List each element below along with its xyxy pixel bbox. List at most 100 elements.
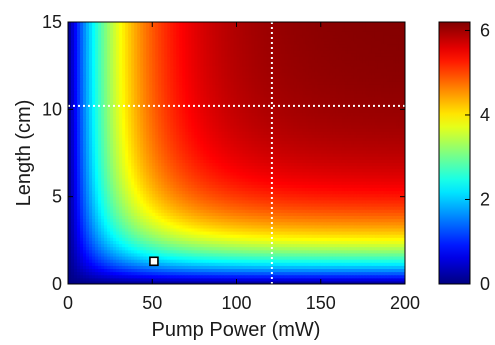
heatmap-cell	[377, 243, 382, 248]
heatmap-cell	[350, 227, 355, 232]
heatmap-cell	[359, 240, 364, 245]
heatmap-cell	[323, 193, 328, 198]
heatmap-cell	[362, 271, 367, 276]
heatmap-cell	[218, 146, 223, 151]
heatmap-cell	[92, 262, 96, 266]
heatmap-cell	[95, 224, 99, 229]
heatmap-cell	[173, 280, 177, 284]
heatmap-cell	[233, 202, 238, 207]
heatmap-cell	[233, 153, 238, 157]
heatmap-cell	[311, 209, 316, 213]
heatmap-cell	[185, 199, 189, 204]
heatmap-cell	[242, 237, 247, 241]
heatmap-cell	[263, 224, 268, 229]
heatmap-cell	[359, 165, 364, 170]
heatmap-cell	[170, 218, 174, 223]
heatmap-cell	[329, 209, 334, 213]
heatmap-cell	[125, 277, 129, 282]
heatmap-cell	[155, 159, 159, 163]
heatmap-cell	[356, 187, 361, 192]
heatmap-cell	[98, 202, 102, 207]
heatmap-cell	[380, 202, 385, 207]
heatmap-cell	[173, 234, 177, 238]
heatmap-cell	[74, 174, 78, 179]
heatmap-cell	[182, 146, 186, 151]
heatmap-cell	[233, 265, 238, 270]
heatmap-cell	[215, 221, 220, 226]
heatmap-cell	[245, 237, 250, 241]
heatmap-cell	[164, 187, 168, 192]
heatmap-cell	[275, 196, 280, 201]
heatmap-cell	[101, 230, 105, 235]
heatmap-cell	[263, 265, 268, 270]
heatmap-cell	[167, 199, 171, 204]
heatmap-cell	[110, 249, 114, 254]
heatmap-cell	[290, 262, 295, 266]
heatmap-cell	[323, 153, 328, 157]
heatmap-cell	[110, 262, 114, 266]
heatmap-cell	[116, 184, 120, 188]
heatmap-cell	[302, 177, 307, 182]
heatmap-cell	[182, 159, 186, 163]
heatmap-cell	[248, 168, 253, 173]
heatmap-cell	[137, 277, 141, 282]
heatmap-cell	[89, 237, 93, 241]
heatmap-cell	[143, 187, 147, 192]
heatmap-cell	[230, 156, 235, 160]
heatmap-cell	[374, 234, 379, 238]
heatmap-cell	[329, 149, 334, 154]
heatmap-cell	[335, 252, 340, 257]
heatmap-cell	[335, 280, 340, 284]
heatmap-cell	[311, 274, 316, 279]
heatmap-cell	[365, 209, 370, 213]
heatmap-cell	[320, 215, 325, 220]
heatmap-cell	[200, 243, 204, 248]
heatmap-cell	[290, 237, 295, 241]
heatmap-cell	[218, 184, 223, 188]
heatmap-cell	[395, 230, 400, 235]
heatmap-cell	[233, 193, 238, 198]
heatmap-cell	[275, 268, 280, 273]
heatmap-cell	[173, 168, 177, 173]
heatmap-cell	[191, 268, 195, 273]
heatmap-cell	[92, 209, 96, 213]
heatmap-cell	[179, 221, 183, 226]
heatmap-cell	[335, 184, 340, 188]
heatmap-cell	[398, 280, 403, 284]
heatmap-cell	[233, 184, 238, 188]
heatmap-cell	[338, 181, 343, 185]
heatmap-cell	[125, 165, 129, 170]
heatmap-cell	[287, 249, 292, 254]
heatmap-cell	[347, 280, 352, 284]
heatmap-cell	[344, 259, 349, 263]
heatmap-cell	[140, 218, 144, 223]
heatmap-cell	[155, 246, 159, 251]
heatmap-cell	[329, 259, 334, 263]
heatmap-cell	[137, 149, 141, 154]
heatmap-cell	[215, 249, 220, 254]
heatmap-cell	[173, 255, 177, 260]
heatmap-cell	[275, 146, 280, 151]
heatmap-cell	[74, 146, 78, 151]
heatmap-cell	[161, 227, 165, 232]
heatmap-cell	[254, 224, 259, 229]
heatmap-cell	[353, 171, 358, 176]
heatmap-cell	[116, 202, 120, 207]
heatmap-cell	[197, 187, 201, 192]
heatmap-cell	[398, 262, 403, 266]
heatmap-cell	[101, 156, 105, 160]
heatmap-cell	[284, 171, 289, 176]
heatmap-cell	[107, 255, 111, 260]
heatmap-cell	[104, 262, 108, 266]
heatmap-cell	[119, 196, 123, 201]
heatmap-cell	[149, 143, 153, 148]
heatmap-cell	[305, 237, 310, 241]
heatmap-cell	[386, 212, 391, 216]
heatmap-cell	[218, 237, 223, 241]
heatmap-cell	[392, 212, 397, 216]
heatmap-cell	[167, 187, 171, 192]
heatmap-cell	[263, 212, 268, 216]
heatmap-cell	[281, 218, 286, 223]
heatmap-cell	[320, 146, 325, 151]
heatmap-cell	[215, 156, 220, 160]
